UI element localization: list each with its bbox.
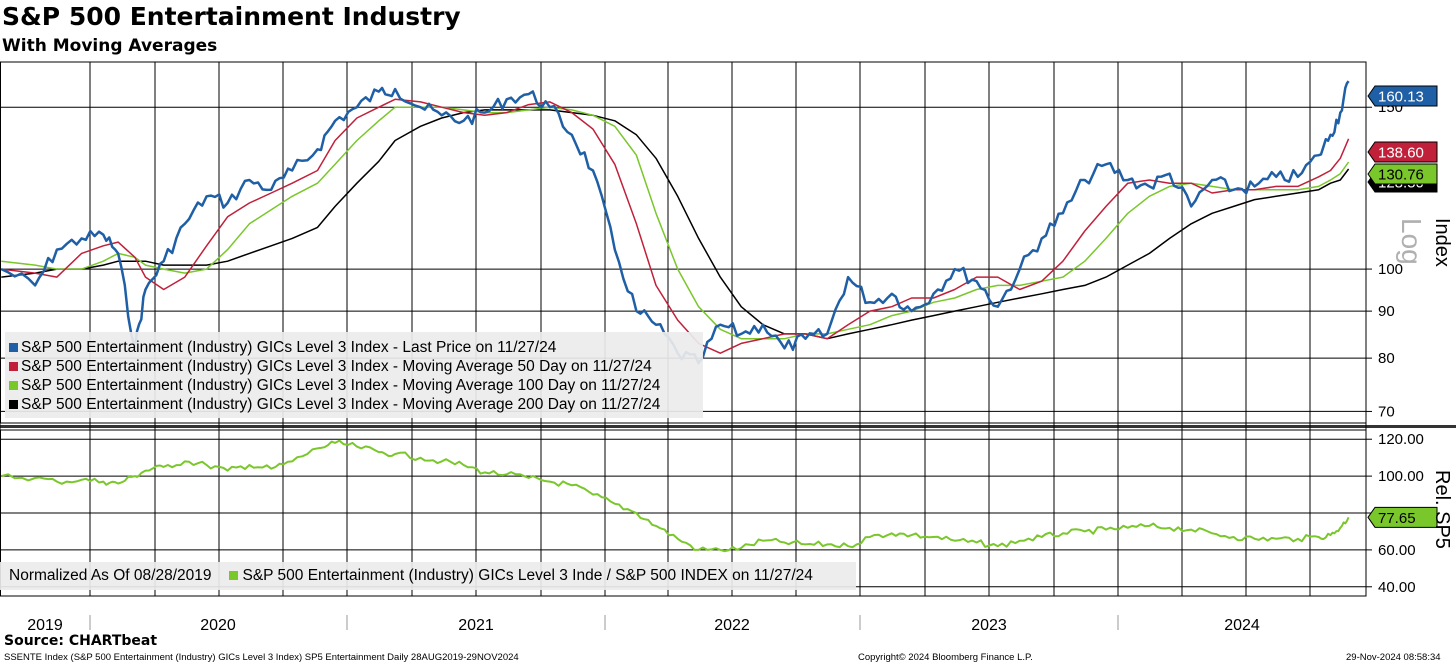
legend-item: S&P 500 Entertainment (Industry) GICs Le…	[5, 376, 703, 395]
y-tick-label-bottom: 100.00	[1378, 468, 1424, 485]
legend-swatch-relative	[229, 571, 239, 580]
legend-bottom: Normalized As Of 08/28/2019 S&P 500 Enter…	[0, 562, 856, 590]
legend-swatch	[9, 400, 18, 409]
chart-subtitle: With Moving Averages	[2, 36, 218, 56]
legend-swatch	[9, 343, 18, 352]
x-tick-label-year: 2019	[27, 617, 63, 634]
x-tick-label-year: 2022	[714, 617, 750, 634]
ma50-line	[1, 98, 1350, 354]
legend-item: S&P 500 Entertainment (Industry) GICs Le…	[5, 357, 703, 376]
legend-label: S&P 500 Entertainment (Industry) GICs Le…	[21, 396, 661, 413]
y-tick-label-top: 80	[1378, 350, 1395, 367]
x-tick-label-year: 2021	[458, 617, 494, 634]
y-axis-label-top: Index	[1431, 218, 1453, 267]
copyright: Copyright© 2024 Bloomberg Finance L.P.	[858, 652, 1033, 663]
legend-label-relative: S&P 500 Entertainment (Industry) GICs Le…	[242, 567, 813, 584]
x-tick-label-year: 2024	[1224, 617, 1260, 634]
y-tick-label-top: 90	[1378, 303, 1395, 320]
log-scale-label: Log	[1396, 218, 1427, 265]
y-tick-label-top: 100	[1378, 261, 1403, 278]
normalized-note: Normalized As Of 08/28/2019	[9, 567, 212, 584]
relative-line	[1, 439, 1350, 553]
price-line	[0, 80, 1350, 365]
y-tick-label-bottom: 40.00	[1378, 579, 1416, 596]
y-tick-label-bottom: 60.00	[1378, 542, 1416, 559]
last-value-tag-ma100: 130.76	[1367, 163, 1438, 185]
legend-top: S&P 500 Entertainment (Industry) GICs Le…	[5, 332, 703, 418]
y-tick-label-bottom: 120.00	[1378, 431, 1424, 448]
source-label: Source: CHARTbeat	[4, 633, 158, 649]
ma100-line	[1, 106, 1350, 340]
legend-swatch	[9, 381, 18, 390]
svg-text:77.65: 77.65	[1378, 510, 1416, 527]
x-tick-label-year: 2020	[200, 617, 236, 634]
last-value-tag-ma50: 138.60	[1367, 141, 1438, 163]
legend-label: S&P 500 Entertainment (Industry) GICs Le…	[21, 339, 557, 356]
timestamp: 29-Nov-2024 08:58:34	[1346, 652, 1441, 663]
y-axis-label-bottom: Rel. SP5	[1431, 470, 1453, 549]
last-value-tag-price: 160.13	[1367, 85, 1438, 107]
svg-text:160.13: 160.13	[1378, 89, 1424, 106]
legend-item: S&P 500 Entertainment (Industry) GICs Le…	[5, 395, 703, 414]
ticker-line: SSENTE Index (S&P 500 Entertainment (Ind…	[4, 652, 519, 663]
legend-label: S&P 500 Entertainment (Industry) GICs Le…	[21, 358, 652, 375]
legend-swatch	[9, 362, 18, 371]
legend-label: S&P 500 Entertainment (Industry) GICs Le…	[21, 377, 661, 394]
last-value-tag-relative: 77.65	[1367, 506, 1438, 528]
y-tick-label-top: 70	[1378, 403, 1395, 420]
legend-item: S&P 500 Entertainment (Industry) GICs Le…	[5, 338, 703, 357]
chart-title: S&P 500 Entertainment Industry	[2, 2, 461, 31]
ma200-line	[1, 109, 1350, 340]
svg-text:138.60: 138.60	[1378, 145, 1424, 162]
x-tick-label-year: 2023	[971, 617, 1007, 634]
svg-text:130.76: 130.76	[1378, 167, 1424, 184]
